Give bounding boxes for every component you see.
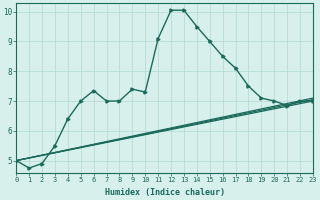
X-axis label: Humidex (Indice chaleur): Humidex (Indice chaleur) — [105, 188, 225, 197]
